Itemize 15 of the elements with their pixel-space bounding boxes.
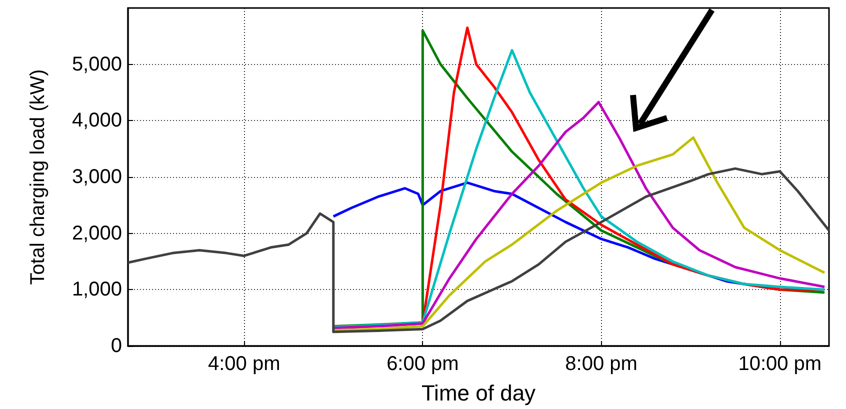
line-series	[126, 167, 830, 334]
line-series	[332, 136, 826, 332]
line-series	[332, 100, 826, 330]
y-tick-label: 2,000	[72, 222, 122, 244]
x-tick-label: 6:00 pm	[386, 353, 459, 375]
x-tick-label: 8:00 pm	[565, 353, 638, 375]
y-tick-label: 5,000	[72, 53, 122, 76]
y-tick-label: 0	[110, 335, 122, 357]
y-tick-label: 4,000	[72, 110, 122, 132]
y-tick-label: 3,000	[72, 166, 122, 188]
y-axis-title: Total charging load (kW)	[27, 69, 49, 285]
x-tick-label: 4:00 pm	[208, 353, 280, 375]
x-axis-title: Time of day	[421, 380, 536, 406]
y-tick-label: 1,000	[72, 278, 122, 301]
x-tick-label: 10:00 pm	[738, 353, 822, 375]
